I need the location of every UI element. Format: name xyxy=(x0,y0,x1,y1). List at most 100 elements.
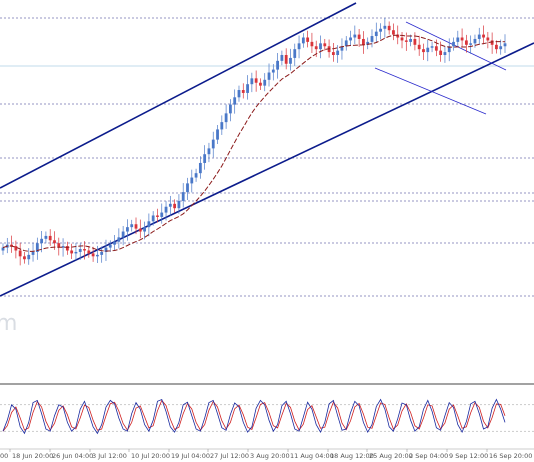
candle-body xyxy=(344,40,348,47)
moving-average xyxy=(2,34,506,252)
candle-body xyxy=(490,40,494,45)
watermark-text: m xyxy=(0,311,17,336)
candle-body xyxy=(469,43,473,45)
candle-body xyxy=(156,215,159,217)
x-tick-label: 19 Jul 04:00 xyxy=(171,452,210,460)
candle-body xyxy=(293,49,297,58)
candle-body xyxy=(194,173,198,178)
candle-body xyxy=(495,44,498,50)
candle-body xyxy=(306,37,310,42)
x-tick-label: 16 Sep 20:00 xyxy=(489,452,532,460)
x-tick-label-truncated: 00 xyxy=(0,452,8,460)
candle-body xyxy=(220,122,224,130)
candle-body xyxy=(362,38,365,45)
candle-body xyxy=(35,243,39,252)
candle-body xyxy=(434,46,438,51)
candle-body xyxy=(486,37,490,41)
candle-body xyxy=(40,238,44,244)
candle-body xyxy=(95,254,99,257)
oscillator-panel xyxy=(0,398,534,435)
candle-body xyxy=(301,37,305,44)
candle-body xyxy=(186,183,189,193)
candle-body xyxy=(254,78,258,83)
x-tick-label: 11 Aug 04:00 xyxy=(290,452,334,460)
candle-body xyxy=(70,250,74,254)
candle-body xyxy=(276,60,279,70)
candle-body xyxy=(473,38,477,44)
candle-body xyxy=(229,104,232,114)
candle-body xyxy=(27,254,31,260)
candle-body xyxy=(323,43,327,47)
candle-body xyxy=(164,206,168,213)
candle-body xyxy=(370,36,374,42)
candle-body xyxy=(447,46,451,53)
candle-body xyxy=(211,139,215,149)
candle-body xyxy=(396,34,400,38)
candle-body xyxy=(160,212,164,217)
candle-body xyxy=(422,49,425,53)
candle-body xyxy=(310,41,314,47)
x-tick-label: 27 Jul 12:00 xyxy=(210,452,249,460)
candle-body xyxy=(108,244,112,248)
candle-body xyxy=(147,221,151,228)
candle-body xyxy=(168,203,172,207)
candle-body xyxy=(198,162,202,174)
x-tick-label: 26 Jun 04:00 xyxy=(52,452,93,460)
candle-body xyxy=(503,43,507,47)
candle-body xyxy=(284,55,288,64)
candle-body xyxy=(499,46,503,50)
candle-body xyxy=(267,72,271,80)
candle-body xyxy=(439,50,443,56)
candle-body xyxy=(379,28,382,32)
candle-body xyxy=(117,237,121,242)
candle-body xyxy=(336,50,340,56)
horizontal-levels xyxy=(0,17,534,297)
candle-body xyxy=(44,235,48,239)
x-tick-label: 3 Aug 20:00 xyxy=(250,452,290,460)
candle-body xyxy=(456,37,460,42)
candles xyxy=(1,17,507,266)
candle-body xyxy=(138,228,142,232)
candle-body xyxy=(452,41,455,47)
candle-body xyxy=(65,246,69,251)
x-tick-label: 18 Aug 12:00 xyxy=(330,452,374,460)
candle-body xyxy=(23,256,26,260)
candle-body xyxy=(387,25,391,31)
x-tick-label: 3 Jul 12:00 xyxy=(92,452,127,460)
candle-body xyxy=(263,79,267,86)
candle-body xyxy=(259,82,262,86)
candle-body xyxy=(177,200,181,209)
candle-body xyxy=(349,37,352,41)
candle-body xyxy=(18,250,22,257)
candle-body xyxy=(413,38,417,45)
candle-body xyxy=(374,31,378,37)
channel-upper-line xyxy=(0,2,357,189)
candle-body xyxy=(246,84,249,93)
candle-body xyxy=(224,113,228,123)
candle-body xyxy=(126,227,129,232)
candle-body xyxy=(477,34,481,39)
candle-body xyxy=(181,192,185,201)
candle-body xyxy=(357,34,361,39)
candle-body xyxy=(104,247,108,252)
candle-body xyxy=(297,43,301,50)
candle-body xyxy=(10,244,13,247)
candle-body xyxy=(100,251,104,255)
candle-body xyxy=(83,249,86,251)
candle-body xyxy=(241,90,245,93)
candle-body xyxy=(121,231,125,238)
candle-body xyxy=(250,78,254,85)
candle-body xyxy=(203,154,207,163)
candle-body xyxy=(319,43,322,50)
candle-body xyxy=(443,52,447,56)
x-tick-label: 25 Aug 20:00 xyxy=(369,452,413,460)
candle-body xyxy=(409,38,413,42)
candle-body xyxy=(331,52,335,56)
moving-average-line xyxy=(2,34,506,252)
wedge-lower-line xyxy=(374,67,487,115)
candle-body xyxy=(237,90,241,98)
candle-body xyxy=(207,148,211,155)
